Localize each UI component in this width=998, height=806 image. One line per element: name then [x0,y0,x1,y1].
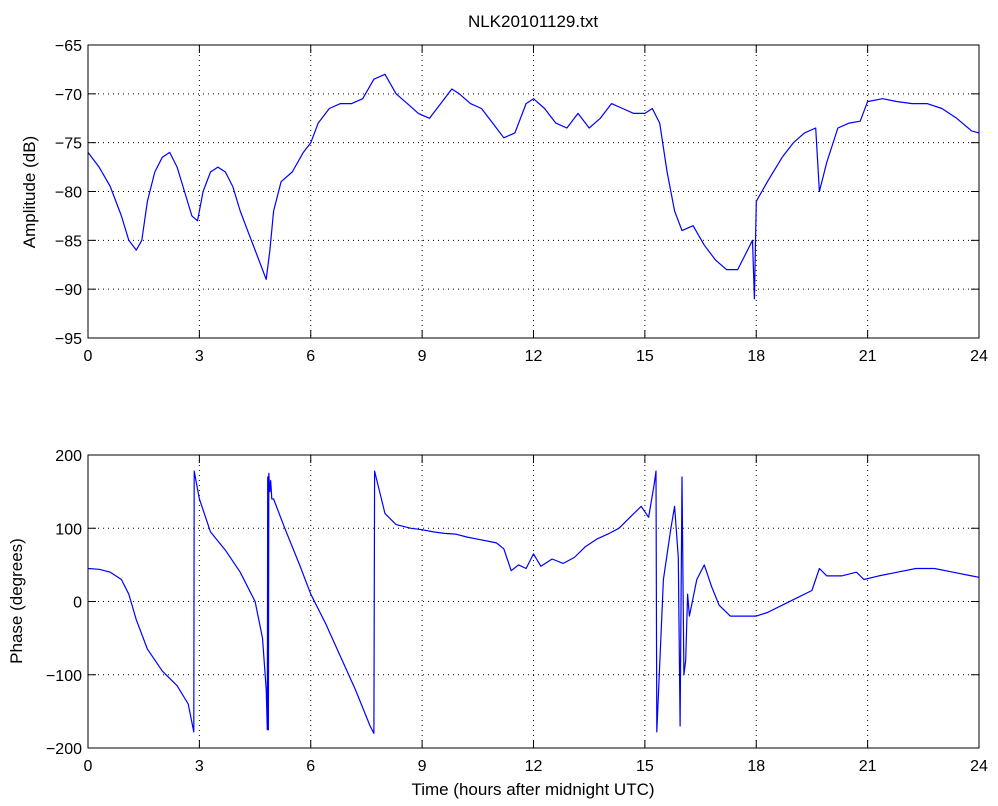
amplitude-x-tick-label: 21 [859,348,877,365]
phase-grid [88,455,979,748]
phase-y-tick-label: −200 [46,741,82,758]
chart-title: NLK20101129.txt [468,12,598,31]
amplitude-y-tick-label: −90 [55,282,82,299]
amplitude-x-tick-label: 24 [970,348,988,365]
amplitude-x-tick-label: 15 [636,348,654,365]
phase-y-tick-label: −100 [46,668,82,685]
phase-ticks: 0 3 6 9 12 15 18 21 24 −200 −100 0 100 200 [46,448,988,775]
amplitude-y-tick-label: −85 [55,233,82,250]
amplitude-series [87,73,980,300]
phase-y-axis-label: Phase (degrees) [7,538,26,664]
amplitude-x-tick-label: 6 [306,348,315,365]
amplitude-y-axis-label: Amplitude (dB) [20,136,39,248]
amplitude-x-tick-label: 12 [525,348,543,365]
phase-x-tick-label: 21 [859,758,877,775]
amplitude-ticks: 0 3 6 9 12 15 18 21 24 −95 −90 −85 −80 −75 −70 −65 [55,38,988,365]
phase-x-tick-label: 3 [195,758,204,775]
amplitude-y-tick-label: −65 [55,38,82,55]
amplitude-x-tick-label: 0 [84,348,93,365]
phase-x-tick-label: 9 [418,758,427,775]
phase-y-tick-label: 100 [55,521,82,538]
phase-y-tick-label: 0 [73,595,82,612]
phase-series-line [87,470,980,735]
phase-y-tick-label: 200 [55,448,82,465]
phase-x-tick-label: 12 [525,758,543,775]
amplitude-grid [88,45,979,338]
phase-x-tick-label: 18 [747,758,765,775]
phase-x-axis-label: Time (hours after midnight UTC) [411,780,654,799]
phase-x-tick-label: 0 [84,758,93,775]
amplitude-x-tick-label: 9 [418,348,427,365]
amplitude-panel: 0 3 6 9 12 15 18 21 24 −95 −90 −85 −80 −75 −70 −65 Ampl… [20,38,988,365]
amplitude-y-tick-label: −80 [55,185,82,202]
amplitude-y-tick-label: −75 [55,136,82,153]
phase-x-tick-label: 24 [970,758,988,775]
amplitude-series-line [87,73,980,300]
phase-x-tick-label: 6 [306,758,315,775]
amplitude-y-tick-label: −95 [55,331,82,348]
amplitude-x-tick-label: 3 [195,348,204,365]
phase-panel: 0 3 6 9 12 15 18 21 24 −200 −100 0 100 200 Phase (deg… [7,448,988,799]
amplitude-y-tick-label: −70 [55,87,82,104]
phase-series [87,470,980,735]
phase-x-tick-label: 15 [636,758,654,775]
amplitude-x-tick-label: 18 [747,348,765,365]
